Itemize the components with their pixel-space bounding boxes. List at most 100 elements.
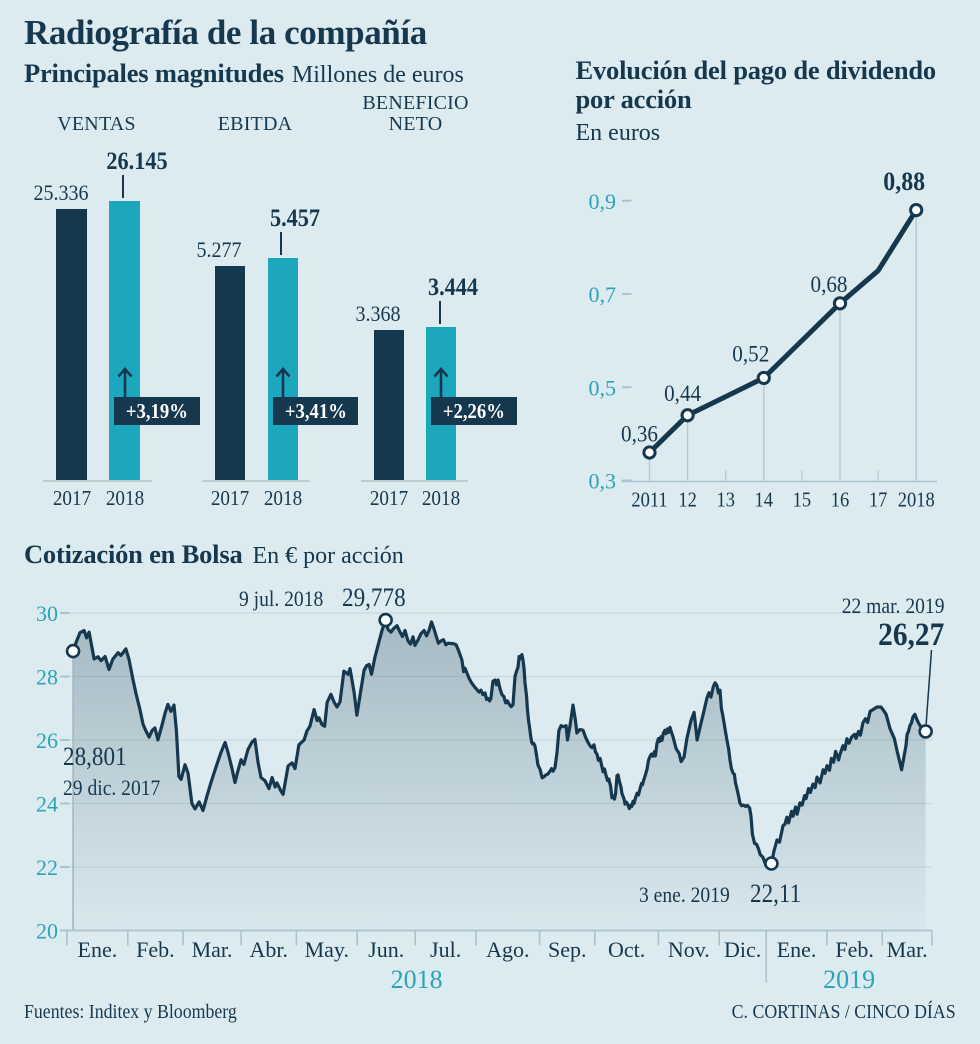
annotation-end-value: 26,27: [877, 617, 944, 653]
dividend-point-label: 0,44: [664, 381, 701, 406]
arrow-head: [433, 367, 449, 378]
footer-credit: C. CORTINAS / CINCO DÍAS: [732, 1001, 956, 1023]
text-span: 26.145: [105, 147, 168, 175]
stock-area-fill: [73, 620, 926, 931]
stock-month-label: Dic.: [724, 937, 761, 962]
text-span: 2017: [210, 486, 250, 510]
annotation-peak-value: 29,778: [341, 583, 406, 612]
bar-value-2018: 3.444: [425, 274, 481, 302]
bar-value-2017: 3.368: [352, 301, 403, 327]
stock-y-tick-label: 24: [36, 792, 58, 817]
stock-month-label: Oct.: [608, 937, 645, 962]
layout-container: C. CORTINAS / CINCO DÍAS: [704, 1001, 956, 1024]
bar-group-label: BENEFICIO NETO: [331, 93, 501, 135]
stock-y-tick-label: 20: [36, 919, 58, 944]
stock-month-label: May.: [305, 937, 349, 962]
layout-container: Fuentes: Inditex y Bloomberg: [24, 1001, 263, 1024]
bar-baseline: [360, 480, 468, 482]
bar-group-label: EBITDA: [170, 114, 340, 135]
stock-price-line: [71, 618, 927, 867]
stock-month-label: Jul.: [430, 937, 461, 962]
layout-container: Cotización en Bolsa En € por acción: [24, 539, 404, 570]
text-span: +3,41%: [284, 399, 347, 423]
bar-value-2017: 5.277: [194, 237, 245, 263]
dividend-y-tick-label: 0,3: [589, 469, 617, 494]
stock-year-label: 2018: [391, 965, 443, 994]
dividend-x-tick-label: 2018: [898, 488, 935, 512]
dividend-x-tick-label: 12: [678, 488, 697, 512]
dividend-point-marker: [642, 445, 657, 460]
bar-value-2018: 5.457: [266, 205, 322, 233]
stock-month-label: Feb.: [835, 937, 874, 962]
annotation-low-date: 3 ene. 2019: [639, 882, 730, 907]
layout-container: 22 mar. 2019: [829, 593, 944, 619]
dividend-section: Evolución del pago de dividendo por acci…: [560, 0, 980, 530]
bar-2017: [373, 330, 404, 480]
text-span: 2018: [105, 486, 144, 510]
annotation-low-value: 22,11: [750, 879, 802, 908]
stock-marker-end: [918, 724, 933, 739]
stock-month-label: Sep.: [548, 937, 587, 962]
stock-marker-start: [65, 643, 81, 659]
annotation-peak-date: 9 jul. 2018: [239, 586, 324, 611]
bar-chart: VENTAS 2017 2018 25.336 26.145 +3,19% EBITDA 20…: [0, 0, 545, 530]
layout-container: VENTAS: [57, 113, 136, 135]
stock-month-label: Mar.: [192, 937, 233, 962]
change-badge: +3,19%: [114, 397, 200, 425]
layout-container: Principales magnitudes Millones de euros: [24, 58, 464, 89]
dividend-line-chart: 0,9 0,7 0,5 0,3 2011 12 13 14 15 16 17 2018 0,360,44…: [589, 167, 937, 512]
arrow-head: [275, 367, 290, 378]
text-span: 5.277: [196, 236, 242, 262]
up-arrow-icon: [275, 367, 290, 397]
dividend-y-tick-label: 0,5: [589, 375, 617, 400]
layout-container: 26,27: [829, 617, 944, 654]
bar-year-label: 2018: [261, 486, 304, 511]
annotation-end-date: 22 mar. 2019: [841, 593, 944, 618]
layout-container: EBITDA: [217, 113, 293, 135]
up-arrow-icon: [117, 367, 132, 397]
annotation-start-value: 28,801: [63, 742, 127, 771]
dividend-x-tick-label: 14: [755, 488, 774, 512]
dividend-point-label: 0,88: [883, 167, 925, 196]
stock-marker-peak: [378, 612, 393, 628]
dividend-point-label: 0,52: [732, 341, 769, 366]
annotation-low: 3 ene. 2019 22,11: [639, 879, 808, 909]
text-span: 25.336: [32, 180, 89, 206]
stock-month-label: Ago.: [486, 937, 529, 962]
bar-year-label: 2018: [103, 486, 146, 511]
stock-month-label: Nov.: [668, 937, 710, 962]
text-span: 3.444: [427, 274, 479, 302]
footer-source: Fuentes: Inditex y Bloomberg: [24, 1001, 237, 1023]
layout-container: 29 dic. 2017: [63, 775, 172, 801]
stock-heading: Cotización en Bolsa: [24, 539, 243, 569]
dividend-x-tick-label: 16: [831, 488, 850, 512]
layout-container: BENEFICIO: [362, 92, 469, 114]
bar-year-label: 2017: [209, 486, 252, 511]
dividend-x-tick-label: 17: [869, 488, 888, 512]
annotation-start-date: 29 dic. 2017: [63, 775, 161, 800]
bar-year-label: 2018: [420, 486, 463, 511]
stock-month-label: Ene.: [78, 937, 118, 962]
stock-year-label: 2019: [823, 965, 875, 994]
bar-value-tick: [280, 232, 282, 256]
stock-month-label: Ene.: [777, 937, 817, 962]
dividend-heading-line1: Evolución del pago de dividendo: [575, 55, 937, 85]
stock-area-chart: 30 28 26 24 22 20 Ene. Feb. Mar. Abr. May. Jun. Jul.…: [36, 601, 933, 994]
page-title: Radiografía de la compañía: [24, 13, 427, 52]
bar-baseline: [43, 480, 152, 482]
text-span: 5.457: [269, 205, 320, 233]
layout-container: NETO: [388, 113, 443, 135]
stock-month-label: Jun.: [368, 937, 404, 962]
stock-y-tick-label: 22: [36, 855, 58, 880]
stock-month-label: Feb.: [136, 937, 175, 962]
bar-2018: [109, 200, 140, 480]
text-span: 2018: [263, 486, 302, 510]
bar-2017: [215, 265, 245, 480]
text-span: 3.368: [354, 301, 401, 327]
annotation-peak: 9 jul. 2018 29,778: [239, 583, 413, 613]
bar-year-label: 2017: [50, 486, 93, 511]
bar-value-2017: 25.336: [30, 180, 92, 206]
magnitudes-heading: Principales magnitudes: [24, 58, 284, 88]
bar-group-label: VENTAS: [12, 114, 182, 135]
dividend-point-marker: [680, 408, 695, 423]
